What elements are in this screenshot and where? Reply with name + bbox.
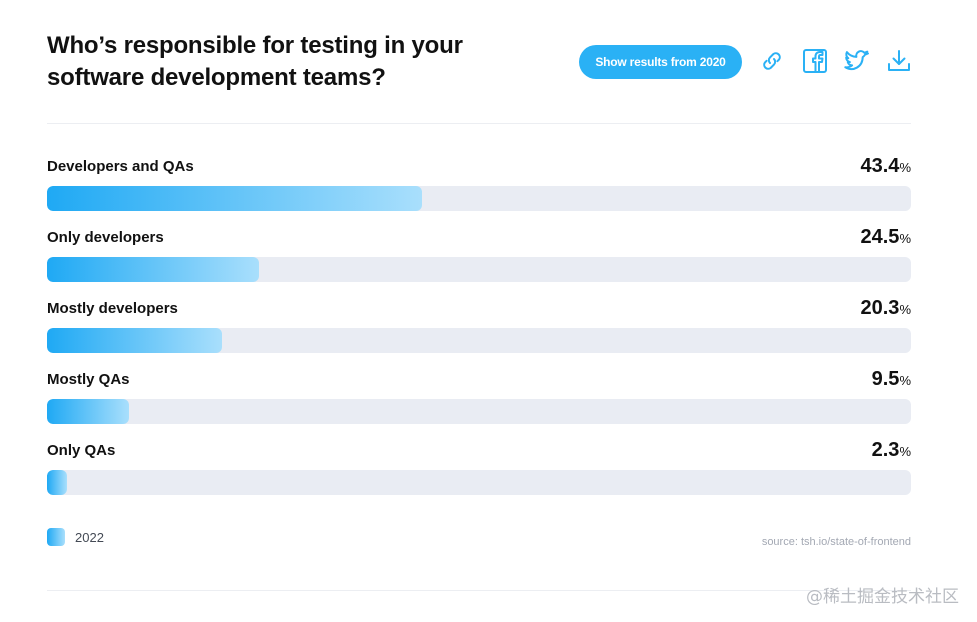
- bar: [47, 257, 259, 282]
- bar-value-unit: %: [899, 444, 911, 459]
- link-icon[interactable]: [758, 47, 786, 75]
- facebook-icon[interactable]: [801, 47, 829, 75]
- legend-swatch: [47, 528, 65, 546]
- bar-value-unit: %: [899, 231, 911, 246]
- toolbar: Show results from 2020: [579, 45, 742, 79]
- bar-track: [47, 470, 911, 495]
- bar-value-number: 20.3: [860, 297, 900, 319]
- bar-track: [47, 186, 911, 211]
- bar-value-number: 24.5: [860, 226, 900, 248]
- bar: [47, 399, 130, 424]
- watermark: @稀土掘金技术社区: [806, 587, 959, 607]
- source-note: source: tsh.io/state-of-frontend: [761, 536, 911, 548]
- footer-divider: [47, 590, 911, 591]
- bar-label: Only QAs: [47, 442, 116, 459]
- bar-value-label: 24.5%: [861, 225, 912, 251]
- bar-value-number: 43.4: [860, 155, 900, 177]
- chart-title: Who’s responsible for testing in your so…: [47, 32, 463, 91]
- download-icon[interactable]: [885, 47, 913, 75]
- bar: [47, 328, 223, 353]
- twitter-icon[interactable]: [843, 47, 871, 75]
- bar-label: Mostly QAs: [47, 371, 130, 388]
- bar-value-number: 2.3: [871, 439, 900, 461]
- bar-value-label: 2.3%: [872, 438, 911, 464]
- bar-label: Mostly developers: [47, 300, 178, 317]
- show-results-2020-button[interactable]: Show results from 2020: [579, 45, 742, 79]
- bar-track: [47, 257, 911, 282]
- bar-label: Developers and QAs: [47, 158, 194, 175]
- bar: [47, 186, 422, 211]
- bar-value-unit: %: [899, 302, 911, 317]
- bar-value-label: 9.5%: [872, 367, 911, 393]
- bar-track: [47, 328, 911, 353]
- bar: [47, 470, 67, 495]
- legend-label: 2022: [75, 529, 104, 545]
- header-divider: [47, 123, 911, 124]
- bar-value-label: 43.4%: [861, 154, 912, 180]
- bar-value-number: 9.5: [871, 368, 900, 390]
- bar-label: Only developers: [47, 229, 164, 246]
- bar-value-unit: %: [899, 373, 911, 388]
- bar-track: [47, 399, 911, 424]
- bar-value-unit: %: [899, 160, 911, 175]
- bar-value-label: 20.3%: [861, 296, 912, 322]
- legend: 2022: [47, 528, 104, 546]
